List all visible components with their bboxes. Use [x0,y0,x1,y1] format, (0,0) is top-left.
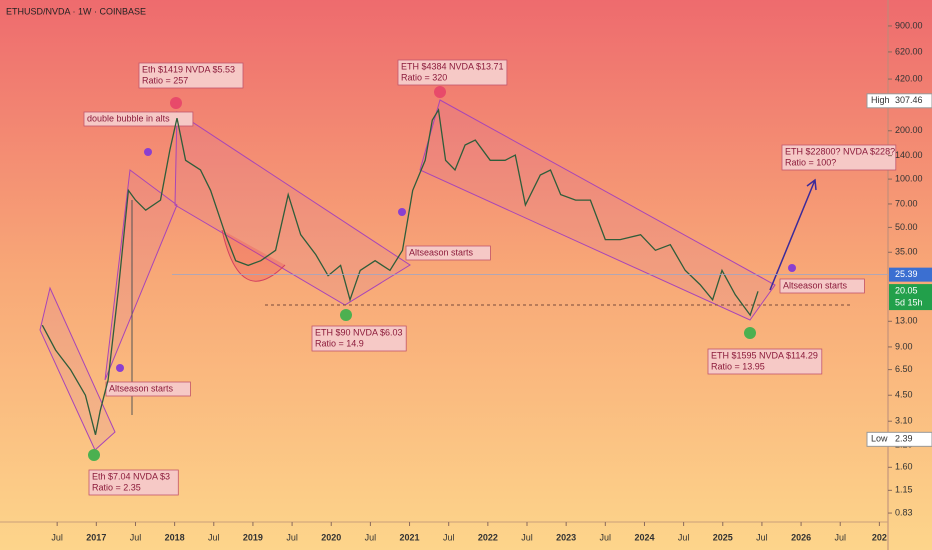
triangle [104,169,178,381]
annotation-text: Altseason starts [409,247,474,257]
price-tag-label: Low [871,434,888,444]
y-tick-label: 620.00 [895,46,923,56]
x-tick-label: Jul [51,532,63,542]
y-tick-label: 6.50 [895,364,913,374]
price-tag-value: 20.05 [895,285,918,295]
annotation-text: Altseason starts [109,383,174,393]
x-tick-label: 2017 [86,532,106,542]
annotation-text: Ratio = 257 [142,75,188,85]
annotation-text: ETH $4384 NVDA $13.71 [401,61,504,71]
annotation-box [138,62,244,89]
annotation-box [83,111,194,127]
annotation-text: Ratio = 320 [401,72,447,82]
price-tag-value: 307.46 [895,95,923,105]
x-tick-label: 2018 [165,532,185,542]
x-tick-label: 2024 [634,532,654,542]
annotation-box [397,59,508,86]
annotation-text: Ratio = 13.95 [711,361,765,371]
annotation-box [405,245,491,261]
y-tick-label: 13.00 [895,316,918,326]
x-tick-label: 2026 [791,532,811,542]
x-tick-label: 2023 [556,532,576,542]
annotation-box [781,144,897,171]
projection-arrow [769,178,817,291]
price-tag-label: High [871,95,890,105]
y-tick-label: 70.00 [895,198,918,208]
y-tick-label: 4.50 [895,390,913,400]
y-tick-label: 0.83 [895,507,913,517]
x-tick-label: 2022 [478,532,498,542]
y-tick-label: 140.00 [895,150,923,160]
y-tick-label: 35.00 [895,247,918,257]
price-line [41,108,759,435]
annotation-text: Eth $1419 NVDA $5.53 [142,64,235,74]
annotation-box [88,469,179,496]
annotation-box [779,278,865,294]
annotation-text: Ratio = 14.9 [315,338,364,348]
x-tick-label: Jul [208,532,220,542]
bubble [221,229,286,282]
y-tick-label: 1.15 [895,485,913,495]
countdown: 5d 15h [895,297,923,307]
y-tick-label: 420.00 [895,73,923,83]
y-tick-label: 200.00 [895,125,923,135]
y-tick-label: 100.00 [895,173,923,183]
y-tick-label: 9.00 [895,341,913,351]
annotation-text: ETH $90 NVDA $6.03 [315,327,403,337]
x-tick-label: Jul [600,532,612,542]
x-tick-label: Jul [443,532,455,542]
x-tick-label: Jul [756,532,768,542]
price-tag-value: 25.39 [895,269,918,279]
y-tick-label: 3.10 [895,416,913,426]
signal-icons [88,86,796,461]
price-tag-box [866,431,932,447]
annotation-box [311,325,407,352]
annotation-text: ETH $22800? NVDA $228? [785,146,895,156]
x-tick-label: Jul [130,532,142,542]
annotation-text: Eth $7.04 NVDA $3 [92,471,170,481]
chart-title: ETHUSD/NVDA · 1W · COINBASE [6,6,146,16]
price-tag-value: 2.39 [895,434,913,444]
x-tick-label: Jul [834,532,846,542]
x-tick-label: 2020 [321,532,341,542]
x-tick-label: Jul [678,532,690,542]
x-tick-label: Jul [521,532,533,542]
channel [419,99,776,321]
y-tick-label: 1.60 [895,462,913,472]
annotation-box [707,348,823,375]
price-tag-box [889,284,932,311]
annotation-text: Ratio = 100? [785,157,836,167]
annotation-text: ETH $1595 NVDA $114.29 [711,350,818,360]
x-tick-label: 202 [872,532,887,542]
annotation-text: Ratio = 2.35 [92,482,141,492]
price-tag-box [889,267,932,282]
annotation-text: double bubble in alts [87,113,170,123]
x-tick-label: 2019 [243,532,263,542]
x-tick-label: Jul [365,532,377,542]
x-tick-label: 2021 [400,532,420,542]
x-tick-label: Jul [286,532,298,542]
y-tick-label: 900.00 [895,20,923,30]
price-tag-box [866,93,932,109]
x-tick-label: 2025 [713,532,733,542]
annotation-text: Altseason starts [783,280,848,290]
y-tick-label: 50.00 [895,222,918,232]
drawings [39,99,776,451]
